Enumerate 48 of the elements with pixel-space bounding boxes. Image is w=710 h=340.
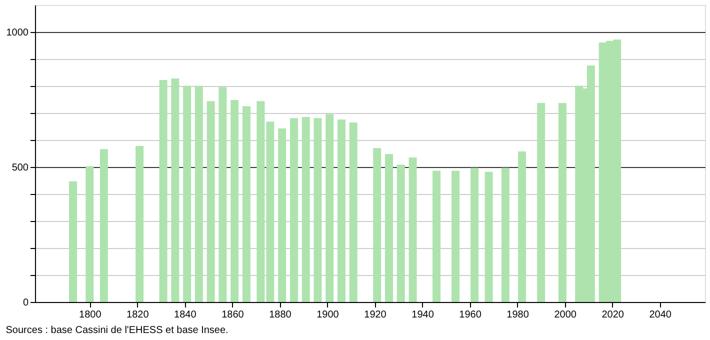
- bar: [171, 78, 180, 302]
- bar: [302, 117, 310, 302]
- bar: [452, 170, 460, 302]
- y-tick-label: 1000: [6, 28, 29, 38]
- x-tick-label: 2020: [602, 310, 624, 320]
- bar: [326, 114, 334, 302]
- x-tick-label: 1940: [412, 310, 434, 320]
- bar: [349, 122, 358, 302]
- bar: [432, 170, 441, 302]
- bar: [396, 164, 405, 302]
- bar: [314, 118, 322, 302]
- bar: [194, 86, 203, 302]
- x-tick-label: 1920: [364, 310, 387, 320]
- x-tick-label: 2000: [554, 310, 577, 320]
- bar: [69, 181, 78, 302]
- bar: [484, 172, 493, 302]
- x-tick-label: 1960: [459, 310, 482, 320]
- bar: [558, 103, 566, 302]
- bar: [136, 146, 144, 302]
- bar: [373, 148, 382, 302]
- bar: [537, 103, 546, 302]
- bar: [337, 119, 346, 302]
- bar: [408, 158, 417, 302]
- x-tick-label: 1860: [222, 310, 244, 320]
- y-tick-label: 500: [12, 162, 29, 174]
- bar: [470, 168, 479, 302]
- x-tick-label: 1880: [269, 310, 292, 320]
- x-tick-label: 1800: [79, 310, 102, 320]
- bar: [183, 86, 192, 302]
- bar: [206, 101, 215, 302]
- y-tick-label: 0: [22, 298, 29, 308]
- bar: [290, 118, 298, 302]
- source-note: Sources : base Cassini de l'EHESS et base Insee.: [6, 325, 228, 336]
- bar: [86, 166, 94, 302]
- bar: [501, 168, 510, 302]
- bar: [230, 100, 239, 302]
- bar: [278, 128, 286, 302]
- x-tick-label: 2040: [649, 310, 672, 320]
- bar: [385, 154, 394, 302]
- x-tick-label: 1820: [126, 310, 150, 320]
- x-tick-label: 1980: [506, 310, 530, 320]
- bar: [159, 80, 168, 302]
- x-tick-label: 1840: [174, 310, 197, 320]
- bar: [242, 106, 250, 302]
- bar: [100, 149, 108, 302]
- bar: [518, 151, 526, 302]
- x-tick-label: 1900: [316, 310, 340, 320]
- bar: [218, 87, 227, 302]
